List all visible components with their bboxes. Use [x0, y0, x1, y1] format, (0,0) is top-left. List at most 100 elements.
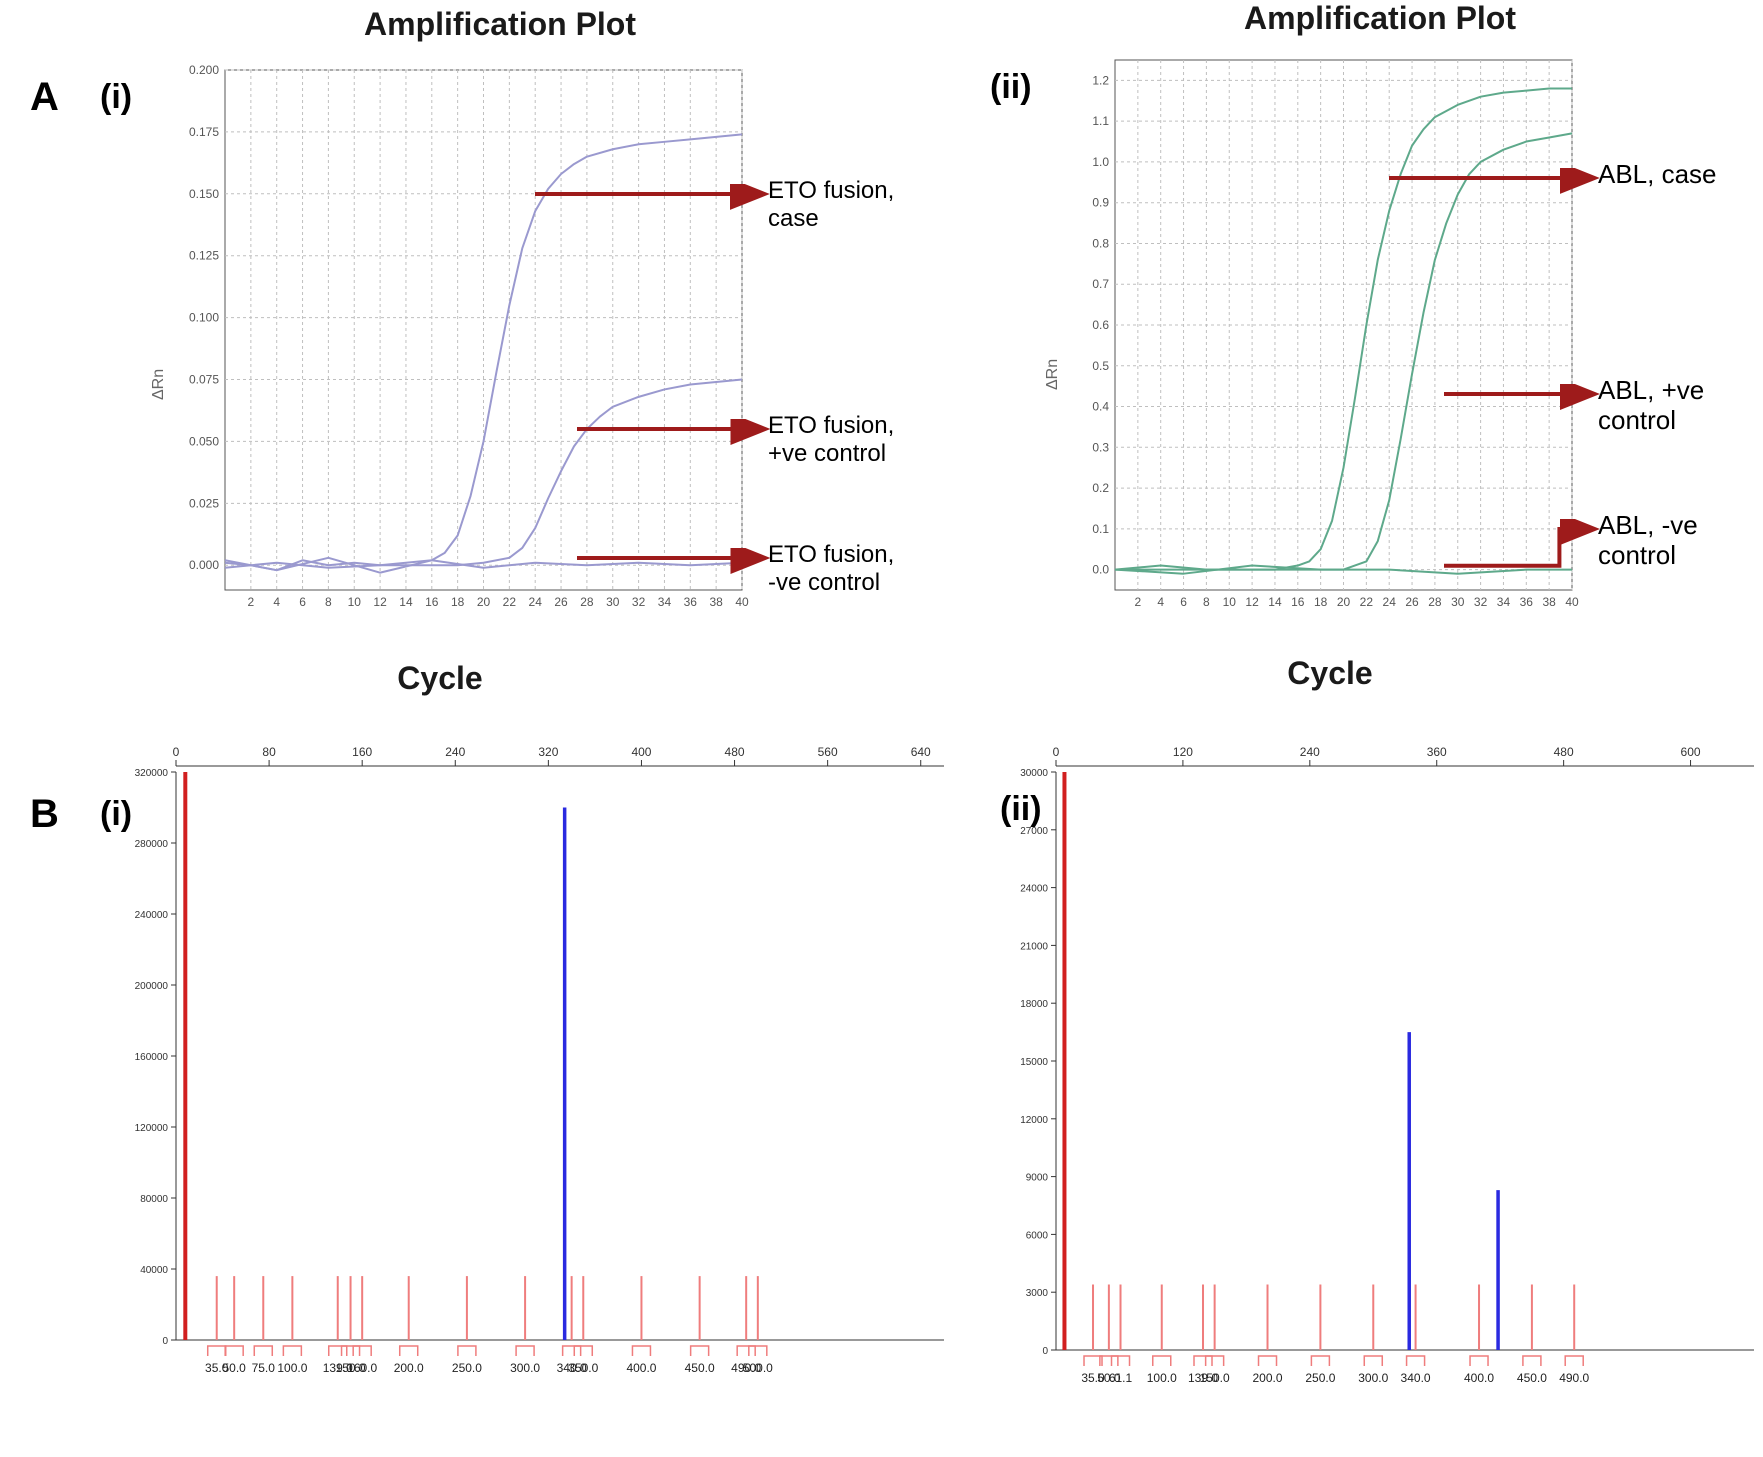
svg-text:75.0: 75.0: [252, 1361, 276, 1375]
chart-b-ii: 0120240360480600030006000900012000150001…: [1000, 740, 1760, 1400]
svg-text:120: 120: [1173, 745, 1193, 759]
svg-text:0.3: 0.3: [1092, 440, 1109, 454]
svg-text:30000: 30000: [1020, 768, 1048, 779]
svg-text:2: 2: [248, 595, 255, 609]
svg-text:160000: 160000: [135, 1052, 169, 1063]
svg-text:4: 4: [273, 595, 280, 609]
svg-text:240: 240: [445, 745, 465, 759]
svg-text:560: 560: [818, 745, 838, 759]
svg-text:15000: 15000: [1020, 1057, 1048, 1068]
svg-text:24000: 24000: [1020, 884, 1048, 895]
svg-text:12: 12: [373, 595, 387, 609]
svg-text:0.200: 0.200: [189, 63, 219, 77]
chart-a-i: 2468101214161820222426283032343638400.00…: [170, 60, 750, 620]
svg-text:400: 400: [631, 745, 651, 759]
svg-text:150.0: 150.0: [1200, 1371, 1230, 1385]
svg-text:28: 28: [1428, 595, 1442, 609]
svg-text:320000: 320000: [135, 768, 169, 779]
svg-text:0.6: 0.6: [1092, 318, 1109, 332]
svg-text:0.9: 0.9: [1092, 196, 1109, 210]
svg-text:21000: 21000: [1020, 941, 1048, 952]
svg-text:80000: 80000: [140, 1194, 168, 1205]
svg-text:1.0: 1.0: [1092, 155, 1109, 169]
chart-a-i-ylabel: ΔRn: [150, 369, 168, 400]
svg-text:450.0: 450.0: [1517, 1371, 1547, 1385]
svg-text:300.0: 300.0: [510, 1361, 540, 1375]
svg-text:0.025: 0.025: [189, 496, 219, 510]
svg-text:600: 600: [1681, 745, 1701, 759]
svg-text:1.2: 1.2: [1092, 73, 1109, 87]
panel-a-i-sublabel: (i): [100, 78, 132, 117]
svg-text:20: 20: [1337, 595, 1351, 609]
svg-text:480: 480: [725, 745, 745, 759]
svg-text:10: 10: [348, 595, 362, 609]
svg-text:0: 0: [162, 1336, 168, 1347]
chart-a-i-title: Amplification Plot: [300, 6, 700, 43]
panel-a-label: A: [30, 75, 59, 120]
svg-text:280000: 280000: [135, 839, 169, 850]
svg-text:0.050: 0.050: [189, 434, 219, 448]
svg-text:1.1: 1.1: [1092, 114, 1109, 128]
chart-annotation: ABL, +vecontrol: [1598, 376, 1704, 436]
svg-text:0.150: 0.150: [189, 187, 219, 201]
svg-text:3000: 3000: [1026, 1288, 1049, 1299]
svg-text:0.100: 0.100: [189, 311, 219, 325]
chart-a-ii-xlabel: Cycle: [1230, 655, 1430, 692]
svg-text:160.0: 160.0: [347, 1361, 377, 1375]
svg-text:0.4: 0.4: [1092, 400, 1109, 414]
svg-text:400.0: 400.0: [1464, 1371, 1494, 1385]
svg-text:120000: 120000: [135, 1123, 169, 1134]
svg-text:320: 320: [538, 745, 558, 759]
chart-a-i-xlabel: Cycle: [340, 660, 540, 697]
svg-text:61.1: 61.1: [1109, 1371, 1133, 1385]
panel-a-ii-sublabel: (ii): [990, 68, 1032, 107]
svg-text:300.0: 300.0: [1358, 1371, 1388, 1385]
svg-text:26: 26: [1405, 595, 1419, 609]
svg-text:18000: 18000: [1020, 999, 1048, 1010]
svg-text:640: 640: [911, 745, 931, 759]
svg-text:480: 480: [1554, 745, 1574, 759]
panel-b-label: B: [30, 792, 59, 837]
svg-text:350.0: 350.0: [568, 1361, 598, 1375]
svg-text:8: 8: [1203, 595, 1210, 609]
svg-text:0.075: 0.075: [189, 373, 219, 387]
svg-text:18: 18: [1314, 595, 1328, 609]
svg-text:0.7: 0.7: [1092, 277, 1109, 291]
svg-text:0: 0: [1042, 1346, 1048, 1357]
svg-text:24: 24: [1383, 595, 1397, 609]
svg-text:2: 2: [1135, 595, 1142, 609]
svg-text:200.0: 200.0: [1252, 1371, 1282, 1385]
svg-text:500.0: 500.0: [743, 1361, 773, 1375]
svg-text:22: 22: [1360, 595, 1374, 609]
svg-text:0: 0: [1053, 745, 1060, 759]
svg-text:0.000: 0.000: [189, 558, 219, 572]
chart-a-ii-ylabel: ΔRn: [1044, 359, 1062, 390]
svg-text:0.5: 0.5: [1092, 359, 1109, 373]
svg-text:40000: 40000: [140, 1265, 168, 1276]
svg-text:240000: 240000: [135, 910, 169, 921]
svg-text:200000: 200000: [135, 981, 169, 992]
svg-text:0.0: 0.0: [1092, 563, 1109, 577]
svg-text:80: 80: [262, 745, 276, 759]
svg-text:0.175: 0.175: [189, 125, 219, 139]
svg-text:340.0: 340.0: [1401, 1371, 1431, 1385]
chart-annotation: ABL, -vecontrol: [1598, 511, 1698, 571]
svg-text:0: 0: [173, 745, 180, 759]
svg-text:200.0: 200.0: [394, 1361, 424, 1375]
svg-text:16: 16: [1291, 595, 1305, 609]
svg-text:26: 26: [554, 595, 568, 609]
svg-text:22: 22: [503, 595, 517, 609]
svg-text:14: 14: [399, 595, 413, 609]
svg-text:0.1: 0.1: [1092, 522, 1109, 536]
svg-text:0.2: 0.2: [1092, 481, 1109, 495]
svg-text:0.8: 0.8: [1092, 236, 1109, 250]
svg-text:14: 14: [1268, 595, 1282, 609]
svg-text:490.0: 490.0: [1559, 1371, 1589, 1385]
svg-text:240: 240: [1300, 745, 1320, 759]
chart-annotation: ABL, case: [1598, 160, 1717, 190]
svg-text:100.0: 100.0: [1147, 1371, 1177, 1385]
svg-text:50.0: 50.0: [223, 1361, 247, 1375]
svg-text:0.125: 0.125: [189, 249, 219, 263]
svg-text:18: 18: [451, 595, 465, 609]
svg-text:10: 10: [1223, 595, 1237, 609]
